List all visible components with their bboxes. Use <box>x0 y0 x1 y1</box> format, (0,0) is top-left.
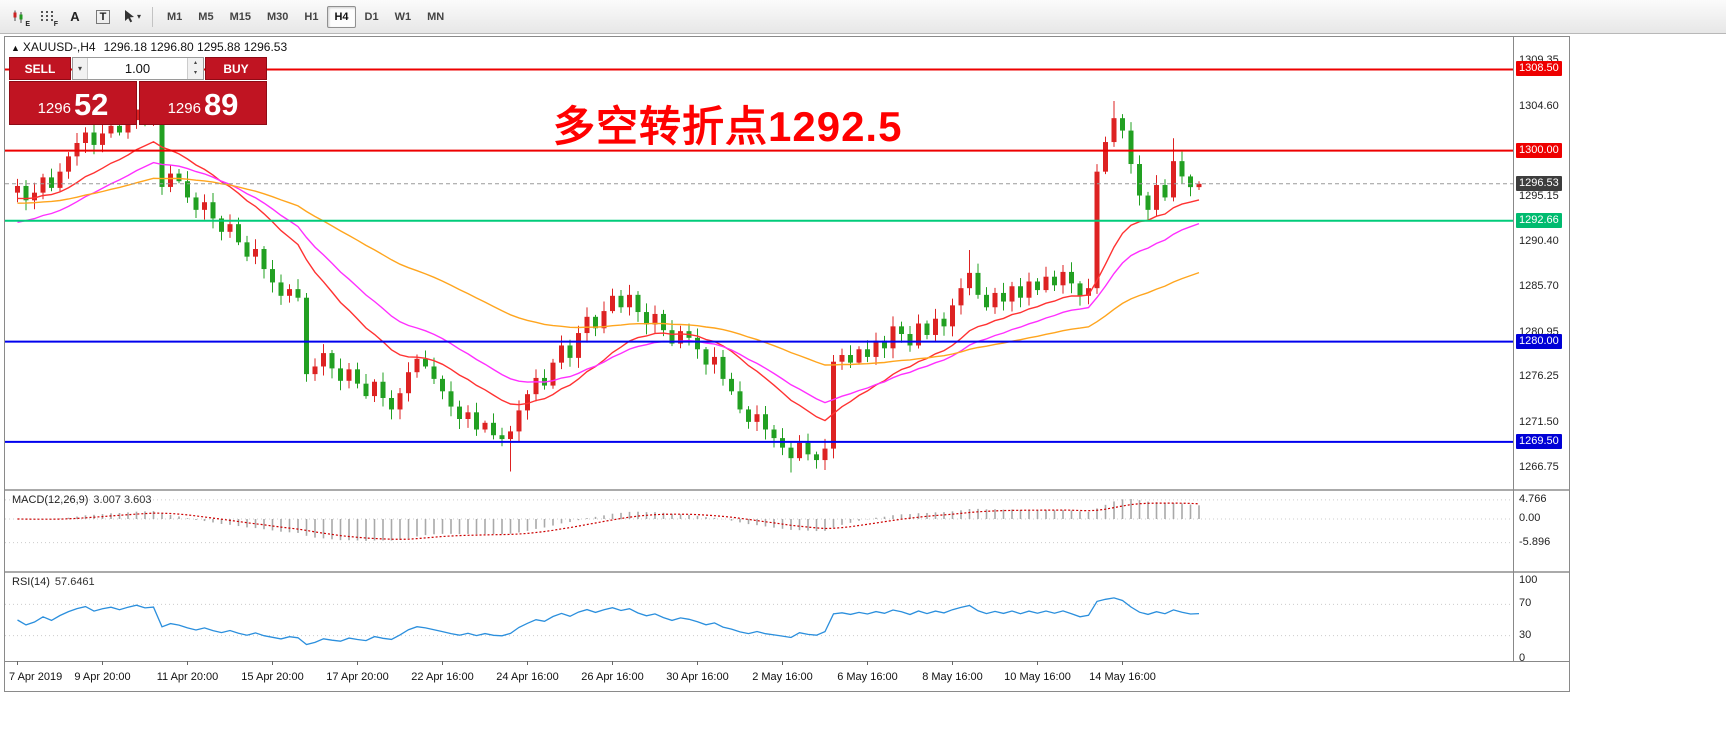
time-axis-label: 15 Apr 20:00 <box>241 671 304 683</box>
grid-icon[interactable]: F <box>34 5 60 29</box>
sell-price-display[interactable]: 1296 52 <box>9 81 137 125</box>
timeframe-M1[interactable]: M1 <box>160 6 189 28</box>
ma-mid-line <box>17 161 1200 404</box>
tool-badge: E <box>25 20 30 28</box>
macd-name: MACD(12,26,9) <box>12 494 89 506</box>
candles-glyph <box>13 10 23 23</box>
buy-button[interactable]: BUY <box>205 57 267 80</box>
toolbar-separator <box>152 6 154 27</box>
volume-control: ▾ 1.00 ▴ ▾ <box>72 57 204 80</box>
time-axis-label: 6 May 16:00 <box>837 671 898 683</box>
template-tool-icon[interactable]: T <box>90 5 116 29</box>
time-axis-label: 9 Apr 20:00 <box>74 671 131 683</box>
price-axis[interactable]: 1309.35 1304.60 1295.15 1290.40 1285.70 1280.… <box>1515 37 1569 664</box>
template-glyph: T <box>95 9 111 24</box>
price-level-badge: 1269.50 <box>1516 433 1562 449</box>
price-axis-tick: 30 <box>1519 628 1532 641</box>
chevron-down-icon: ▾ <box>137 12 142 21</box>
timeframe-group: M1 M5 M15 M30 H1 H4 D1 W1 MN <box>159 5 452 28</box>
one-click-trading-panel: SELL ▾ 1.00 ▴ ▾ BUY 1296 52 1296 89 <box>9 57 267 125</box>
grid-glyph <box>41 10 53 21</box>
rsi-indicator-label: RSI(14) 57.6461 <box>12 576 95 588</box>
price-axis-tick: 100 <box>1519 574 1538 586</box>
buy-price-display[interactable]: 1296 89 <box>139 81 267 125</box>
timeframe-M30[interactable]: M30 <box>260 6 295 28</box>
price-axis-tick: 1276.25 <box>1519 370 1559 383</box>
symbol-period-label: XAUUSD-,H4 <box>22 40 96 54</box>
volume-spinner: ▴ ▾ <box>187 58 203 79</box>
timeframe-M5[interactable]: M5 <box>191 6 220 28</box>
timeframe-M15[interactable]: M15 <box>223 6 258 28</box>
time-axis-label: 8 May 16:00 <box>922 671 983 683</box>
price-axis-tick: 1285.70 <box>1519 280 1559 293</box>
time-axis-label: 22 Apr 16:00 <box>411 671 474 683</box>
sell-price-main: 1296 <box>37 100 71 117</box>
time-axis-label: 11 Apr 20:00 <box>156 671 219 683</box>
price-level-badge: 1280.00 <box>1516 333 1562 349</box>
tool-badge: F <box>53 20 58 28</box>
ma-fast-line <box>17 141 1200 422</box>
macd-signal-line <box>17 502 1200 540</box>
buy-price-main: 1296 <box>167 100 201 117</box>
macd-histogram <box>25 499 1200 541</box>
price-level-badge: 1292.66 <box>1516 212 1562 228</box>
timeframe-W1[interactable]: W1 <box>388 6 419 28</box>
time-axis-label: 26 Apr 16:00 <box>581 671 644 683</box>
ma-slow-line <box>17 177 1200 366</box>
time-axis-label: 2 May 16:00 <box>752 671 813 683</box>
price-axis-tick: 0.00 <box>1519 512 1541 524</box>
price-axis-tick: 4.766 <box>1519 492 1547 505</box>
chart-ohlc-header: ▲ XAUUSD-,H4 1296.18 1296.80 1295.88 1296.… <box>11 40 287 54</box>
toolbar: E F A T ▾ M1 M5 M15 M30 H1 H4 D1 W1 MN <box>0 0 1726 34</box>
macd-values: 3.007 3.603 <box>93 494 152 506</box>
price-axis-tick: 1266.75 <box>1519 461 1559 474</box>
oneclick-collapse-icon[interactable]: ▲ <box>11 43 20 53</box>
price-level-badge: 1296.53 <box>1516 175 1562 191</box>
time-axis-label: 17 Apr 20:00 <box>326 671 389 683</box>
price-axis-tick: 1304.60 <box>1519 99 1559 112</box>
time-axis-label: 14 May 16:00 <box>1089 671 1156 683</box>
volume-dropdown-button[interactable]: ▾ <box>73 58 88 79</box>
timeframe-H1[interactable]: H1 <box>297 6 325 28</box>
chart-canvas[interactable] <box>5 37 1569 691</box>
cursor-glyph <box>125 10 134 23</box>
macd-indicator-label: MACD(12,26,9) 3.007 3.603 <box>12 494 152 506</box>
rsi-name: RSI(14) <box>12 576 50 588</box>
volume-down-button[interactable]: ▾ <box>188 68 203 79</box>
chart-candles-icon[interactable]: E <box>6 5 32 29</box>
time-axis-label: 24 Apr 16:00 <box>496 671 559 683</box>
price-axis-tick: 0 <box>1519 652 1526 664</box>
rsi-value: 57.6461 <box>54 576 95 588</box>
sell-button[interactable]: SELL <box>9 57 71 80</box>
volume-value[interactable]: 1.00 <box>124 61 151 76</box>
price-axis-tick: 1295.15 <box>1519 189 1559 202</box>
chart-window: ▲ XAUUSD-,H4 1296.18 1296.80 1295.88 1296.… <box>4 36 1570 692</box>
time-axis-label: 7 Apr 2019 <box>9 671 63 683</box>
timeframe-D1[interactable]: D1 <box>358 6 386 28</box>
price-axis-tick: 70 <box>1519 597 1532 610</box>
price-level-badge: 1300.00 <box>1516 142 1562 158</box>
price-level-badge: 1308.50 <box>1516 61 1562 77</box>
text-tool-icon[interactable]: A <box>62 5 88 29</box>
timeframe-H4[interactable]: H4 <box>327 5 356 28</box>
time-axis[interactable]: 7 Apr 2019 9 Apr 20:00 11 Apr 20:00 15 Apr … <box>5 665 1513 691</box>
chart-annotation-text: 多空转折点1292.5 <box>553 103 903 150</box>
time-axis-label: 10 May 16:00 <box>1004 671 1071 683</box>
timeframe-MN[interactable]: MN <box>420 6 451 28</box>
buy-price-big: 89 <box>203 87 239 122</box>
volume-up-button[interactable]: ▴ <box>188 58 203 69</box>
rsi-line <box>17 597 1200 646</box>
price-axis-tick: 1271.50 <box>1519 415 1559 428</box>
sell-price-big: 52 <box>73 87 109 122</box>
time-axis-label: 30 Apr 16:00 <box>666 671 729 683</box>
price-axis-tick: 1290.40 <box>1519 235 1559 248</box>
ohlc-values: 1296.18 1296.80 1295.88 1296.53 <box>103 40 288 54</box>
cursor-tool-icon[interactable]: ▾ <box>118 5 145 29</box>
price-axis-tick: -5.896 <box>1519 535 1551 548</box>
